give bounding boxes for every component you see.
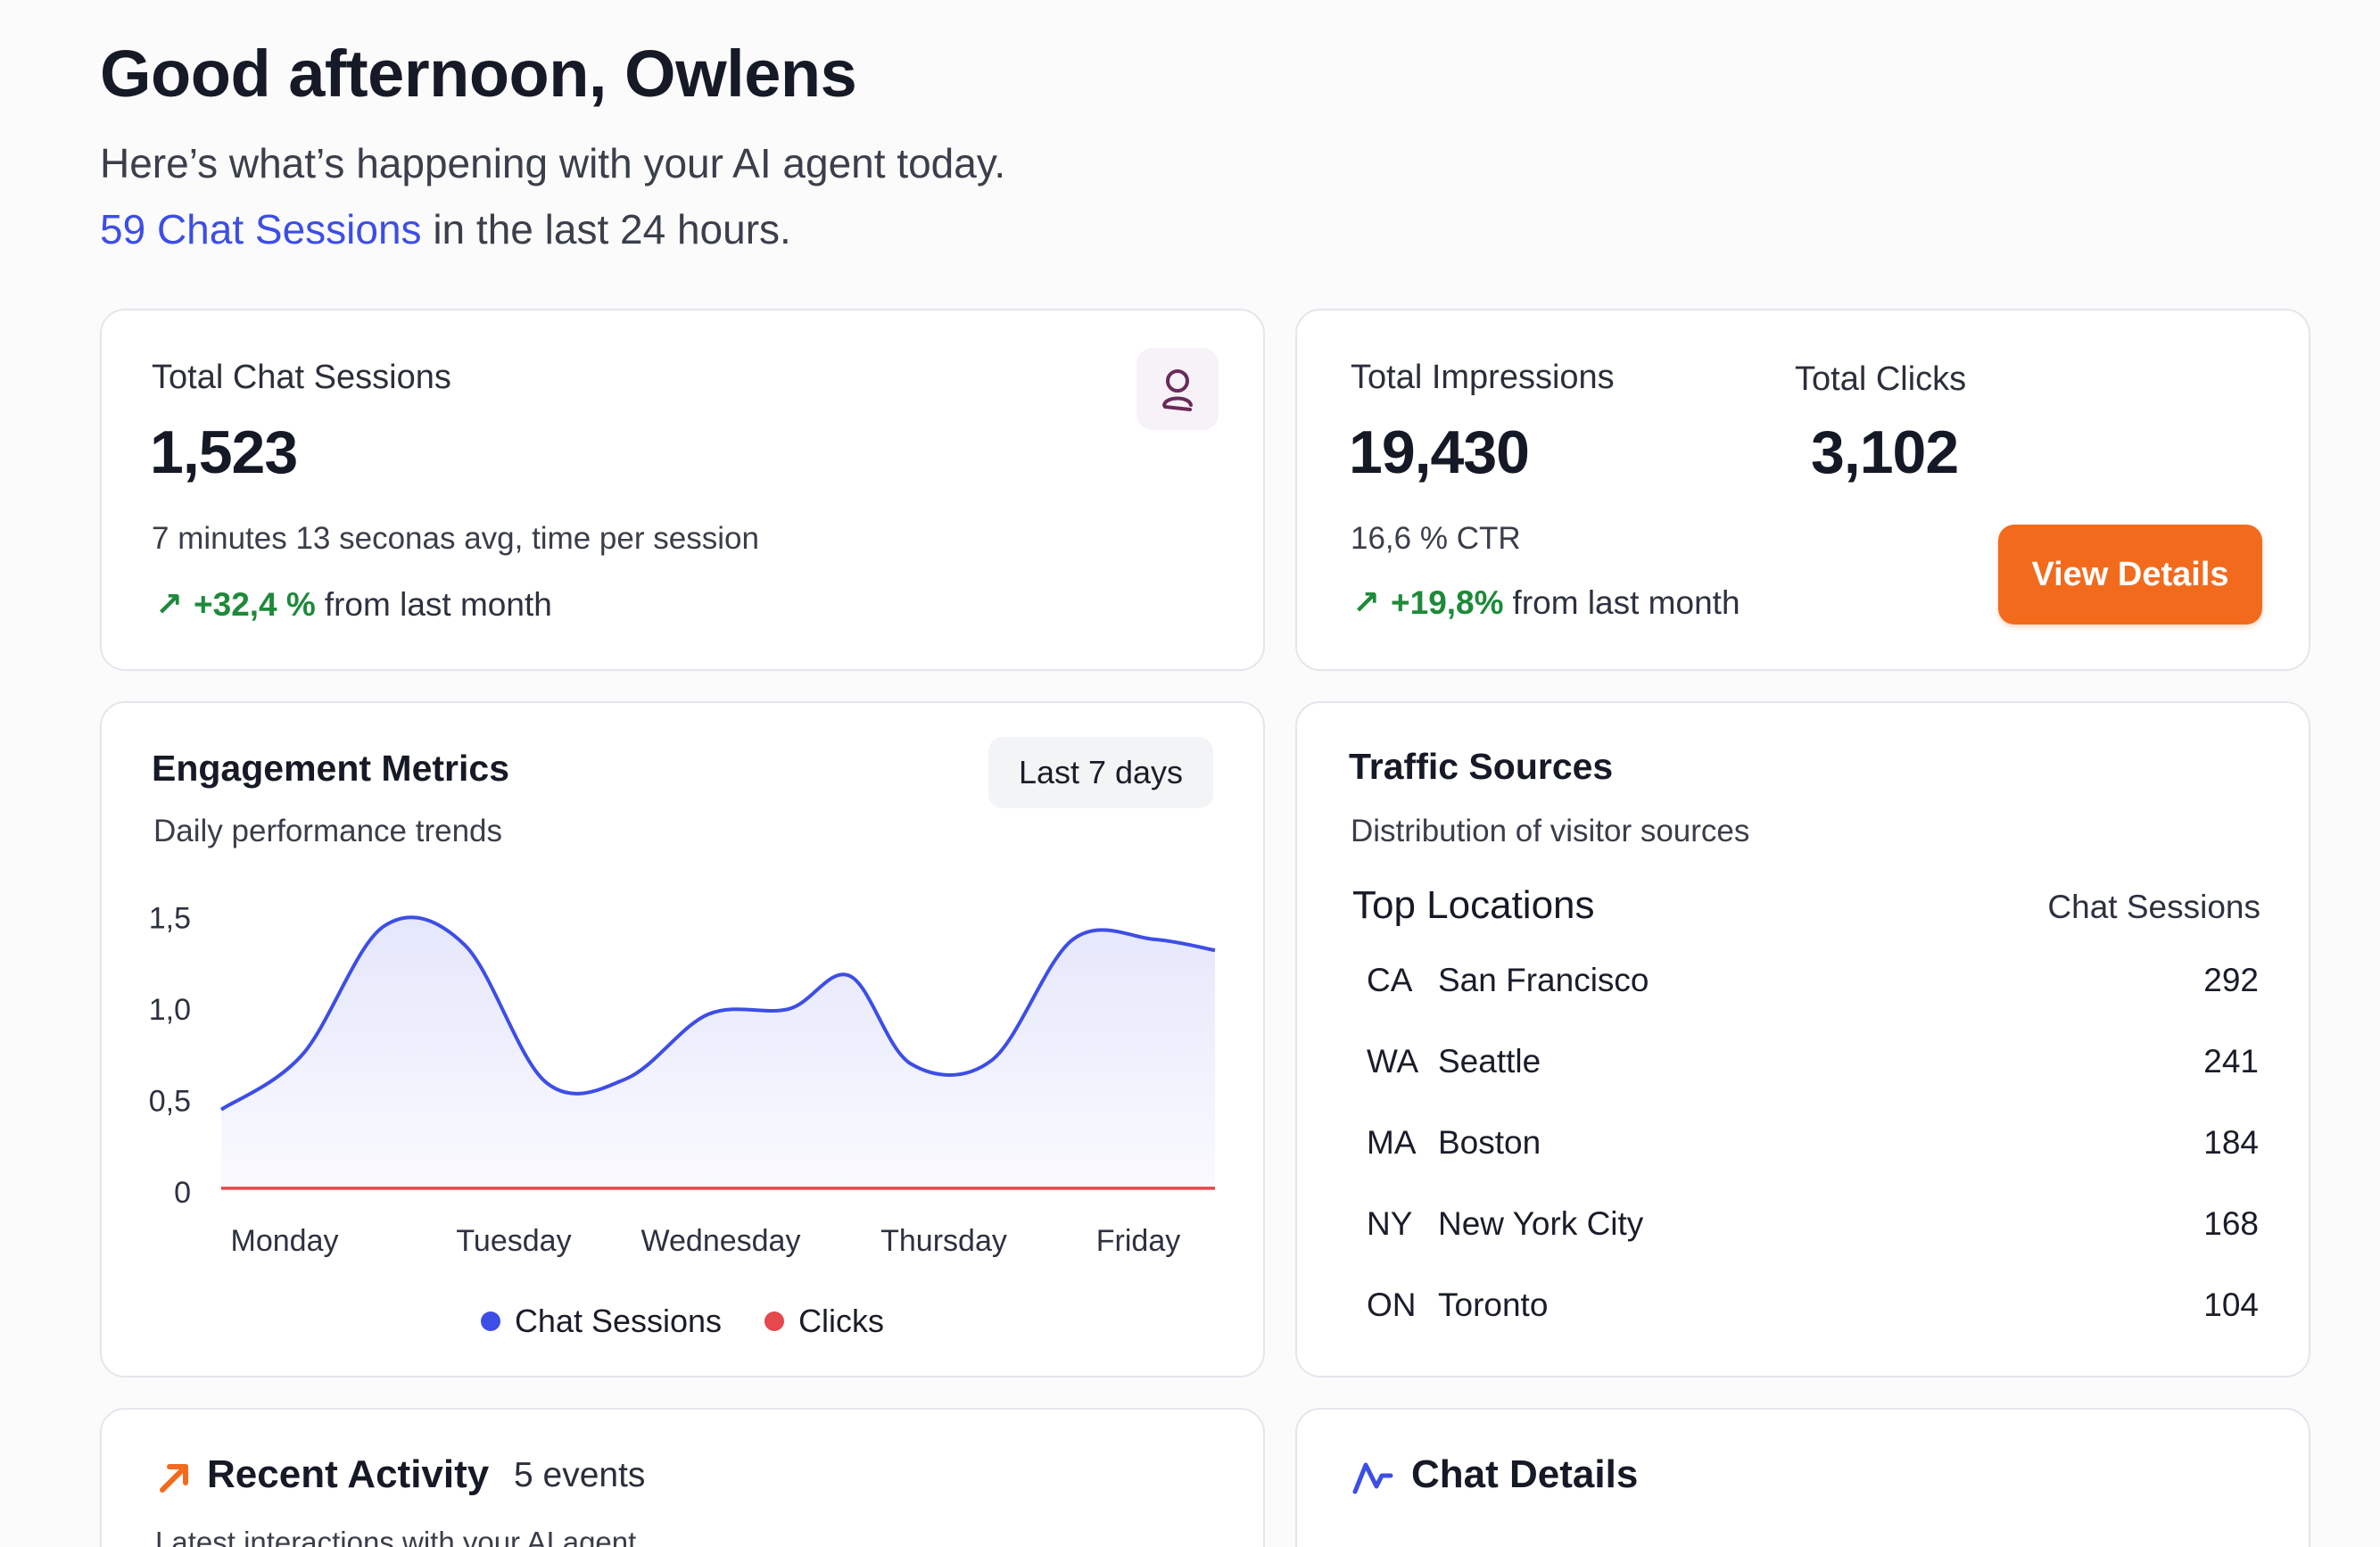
y-tick-label: 0,5 [149,1084,191,1118]
chat-sessions-label: Total Chat Sessions [152,359,451,396]
traffic-subtitle: Distribution of visitor sources [1351,814,1750,848]
sessions-trend-percent: +32,4 % [194,586,316,623]
traffic-title: Traffic Sources [1349,746,1614,787]
legend-dot-icon [480,1311,500,1331]
chat-details-title: Chat Details [1411,1452,1639,1496]
legend-label: Clicks [798,1303,885,1339]
ctr-value: 16,6 % CTR [1351,521,1521,556]
impressions-value: 19,430 [1349,418,1530,486]
chat-sessions-link[interactable]: 59 Chat Sessions [100,206,422,252]
user-badge-glyph [1162,369,1193,411]
chart-legend: Chat Sessions Clicks [102,1303,1263,1340]
location-row[interactable]: MA Boston 184 [1297,1124,2309,1178]
location-code: NY [1367,1205,1413,1242]
avg-session-time: 7 minutes 13 seconas avg, time per sessi… [152,521,759,556]
chat-sessions-line[interactable] [219,915,1216,1112]
location-row[interactable]: NY New York City 168 [1297,1205,2309,1259]
impressions-card: Total Impressions 19,430 Total Clicks 3,… [1295,309,2310,671]
x-tick-label: Monday [231,1224,339,1258]
location-sessions-value: 104 [2203,1286,2259,1323]
impressions-label: Total Impressions [1351,359,1615,396]
impressions-trend-text: from last month [1512,584,1740,621]
y-tick-label: 1,5 [149,901,191,935]
engagement-title: Engagement Metrics [152,748,509,789]
clicks-value: 3,102 [1811,418,1959,486]
impressions-trend-percent: +19,8% [1391,584,1504,621]
location-city: New York City [1438,1205,1644,1242]
x-tick-label: Thursday [880,1224,1007,1258]
location-code: CA [1367,962,1413,998]
top-locations-title: Top Locations [1352,883,1595,927]
engagement-chart: 0 0,5 1,0 1,5 Monday Tuesday Wednesday Thursday… [149,901,1216,1258]
legend-dot-icon [764,1311,785,1331]
sessions-trend-text: from last month [324,586,552,623]
chat-sessions-value: 1,523 [150,418,298,486]
sessions-trend: ↗ +32,4 % from last month [155,585,552,624]
trend-arrow-icon [160,1464,188,1493]
page-subtitle: Here’s what’s happening with your AI age… [100,140,1006,186]
chat-sessions-card: Total Chat Sessions 1,523 7 minutes 13 s… [100,309,1265,671]
chat-details-card: Chat Details [1295,1408,2310,1547]
traffic-card: Traffic Sources Distribution of visitor … [1295,701,2310,1377]
recent-activity-subtitle: Latest interactions with your AI agent [155,1526,637,1547]
trend-up-icon: ↗ [1352,584,1381,621]
recent-activity-card: Recent Activity 5 events Latest interact… [100,1408,1265,1547]
location-code: ON [1367,1286,1417,1323]
legend-label: Chat Sessions [514,1303,723,1339]
chat-sessions-area [221,917,1215,1192]
location-city: Seattle [1438,1043,1541,1080]
location-code: WA [1367,1043,1419,1080]
page-title: Good afternoon, Owlens [100,37,857,111]
location-sessions-value: 241 [2203,1043,2259,1080]
view-details-button[interactable]: View Details [1998,525,2262,625]
legend-item[interactable]: Clicks [764,1303,884,1340]
location-code: MA [1367,1124,1417,1161]
location-row[interactable]: ON Toronto 104 [1297,1286,2309,1340]
engagement-card: Engagement Metrics Daily performance tre… [100,701,1265,1377]
location-city: Toronto [1438,1286,1549,1323]
x-tick-label: Tuesday [456,1224,571,1258]
location-row[interactable]: CA San Francisco 292 [1297,962,2309,1015]
events-count-badge: 5 events [514,1456,646,1494]
recent-activity-title: Recent Activity [207,1452,490,1496]
y-tick-label: 1,0 [149,993,191,1027]
user-badge-icon[interactable] [1136,348,1219,430]
location-sessions-value: 292 [2203,962,2259,998]
trend-up-icon: ↗ [155,586,184,623]
date-range-selector[interactable]: Last 7 days [988,737,1213,808]
location-city: San Francisco [1438,962,1649,998]
location-row[interactable]: WA Seattle 241 [1297,1043,2309,1096]
chat-sessions-column: Chat Sessions [2047,889,2260,925]
sessions-summary: 59 Chat Sessions in the last 24 hours. [100,205,791,253]
y-tick-label: 0 [174,1176,191,1210]
location-city: Boston [1438,1124,1541,1161]
activity-pulse-icon [1352,1462,1393,1494]
impressions-trend: ↗ +19,8% from last month [1352,583,1740,622]
clicks-label: Total Clicks [1795,360,1967,398]
x-tick-label: Friday [1096,1224,1180,1258]
location-sessions-value: 184 [2203,1124,2259,1161]
location-sessions-value: 168 [2203,1205,2259,1242]
x-tick-label: Wednesday [641,1224,801,1258]
engagement-subtitle: Daily performance trends [153,814,502,848]
sessions-summary-suffix: in the last 24 hours. [421,206,791,252]
legend-item[interactable]: Chat Sessions [480,1303,723,1340]
